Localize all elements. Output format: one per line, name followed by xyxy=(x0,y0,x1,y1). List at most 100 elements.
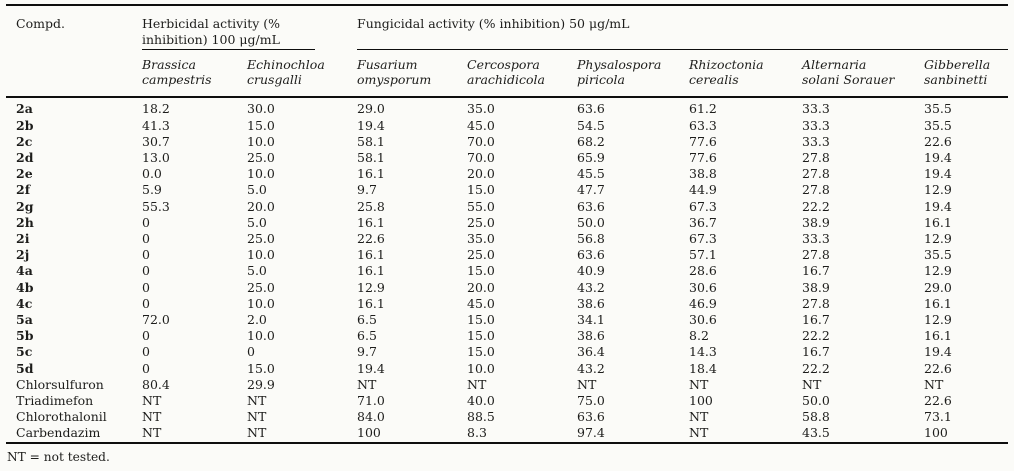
table-row: Chlorsulfuron 80.4 29.9 NT NT NT NT NT NT xyxy=(6,377,1008,393)
value-cell: 25.0 xyxy=(247,150,275,166)
value-cell: 16.1 xyxy=(357,247,385,263)
value-cell: 10.0 xyxy=(247,247,275,263)
table-row: 2c 30.7 10.0 58.1 70.0 68.2 77.6 33.3 22.6 xyxy=(6,134,1008,150)
value-cell: 9.7 xyxy=(357,344,377,360)
value-cell: 30.6 xyxy=(689,279,717,295)
value-cell: 73.1 xyxy=(924,409,952,425)
value-cell: 15.0 xyxy=(247,117,275,133)
value-cell: 14.3 xyxy=(689,344,717,360)
compound-label: 5a xyxy=(16,312,33,328)
value-cell: 29.9 xyxy=(247,376,275,392)
value-cell: 0 xyxy=(142,328,150,344)
compound-label: 2g xyxy=(16,198,34,214)
value-cell: 20.0 xyxy=(467,166,495,182)
value-cell: 45.5 xyxy=(577,166,605,182)
value-cell: 6.5 xyxy=(357,328,377,344)
value-cell: 15.0 xyxy=(467,182,495,198)
table-body: 2a 18.2 30.0 29.0 35.0 63.6 61.2 33.3 35.5 2b 41.3… xyxy=(6,97,1009,443)
value-cell: 12.9 xyxy=(924,182,952,198)
herbicidal-group-header: Herbicidal activity (% inhibition) 100 μ… xyxy=(142,5,357,50)
value-cell: 30.6 xyxy=(689,312,717,328)
value-cell: 16.1 xyxy=(924,214,952,230)
value-cell: 25.8 xyxy=(357,198,385,214)
value-cell: 22.2 xyxy=(802,360,830,376)
value-cell: 77.6 xyxy=(689,150,717,166)
value-cell: 16.1 xyxy=(357,263,385,279)
species-column-header: Cercospora arachidicola xyxy=(467,57,545,88)
compound-label: Carbendazim xyxy=(16,425,101,441)
value-cell: NT xyxy=(577,376,597,392)
value-cell: 0.0 xyxy=(142,166,162,182)
value-cell: 16.7 xyxy=(802,344,830,360)
value-cell: 70.0 xyxy=(467,133,495,149)
value-cell: 16.7 xyxy=(802,263,830,279)
table-header: Compd. Herbicidal activity (% inhibition… xyxy=(6,5,1009,98)
value-cell: 100 xyxy=(924,425,948,441)
value-cell: 65.9 xyxy=(577,150,605,166)
value-cell: 19.4 xyxy=(924,344,952,360)
value-cell: 35.0 xyxy=(467,101,495,117)
value-cell: 40.0 xyxy=(467,393,495,409)
value-cell: 44.9 xyxy=(689,182,717,198)
value-cell: 75.0 xyxy=(577,393,605,409)
value-cell: 22.6 xyxy=(924,393,952,409)
value-cell: 10.0 xyxy=(247,295,275,311)
value-cell: 22.6 xyxy=(357,231,385,247)
value-cell: 10.0 xyxy=(247,133,275,149)
value-cell: 67.3 xyxy=(689,198,717,214)
value-cell: 8.2 xyxy=(689,328,709,344)
value-cell: NT xyxy=(142,425,162,441)
value-cell: 13.0 xyxy=(142,150,170,166)
value-cell: 2.0 xyxy=(247,312,267,328)
value-cell: 0 xyxy=(142,279,150,295)
value-cell: 16.1 xyxy=(357,295,385,311)
value-cell: 38.9 xyxy=(802,279,830,295)
value-cell: 30.0 xyxy=(247,101,275,117)
value-cell: 41.3 xyxy=(142,117,170,133)
value-cell: 80.4 xyxy=(142,376,170,392)
value-cell: 38.8 xyxy=(689,166,717,182)
value-cell: 0 xyxy=(142,231,150,247)
value-cell: NT xyxy=(357,376,377,392)
table-row: 2a 18.2 30.0 29.0 35.0 63.6 61.2 33.3 35.5 xyxy=(6,97,1008,117)
table-row: 4b 0 25.0 12.9 20.0 43.2 30.6 38.9 29.0 xyxy=(6,280,1008,296)
value-cell: NT xyxy=(142,393,162,409)
value-cell: 16.1 xyxy=(924,295,952,311)
value-cell: 0 xyxy=(247,344,255,360)
value-cell: 63.6 xyxy=(577,247,605,263)
value-cell: 19.4 xyxy=(924,166,952,182)
value-cell: 25.0 xyxy=(467,247,495,263)
table-row: Triadimefon NT NT 71.0 40.0 75.0 100 50.0 22.6 xyxy=(6,393,1008,409)
value-cell: 12.9 xyxy=(924,312,952,328)
value-cell: 34.1 xyxy=(577,312,605,328)
value-cell: 9.7 xyxy=(357,182,377,198)
compound-column-header: Compd. xyxy=(16,16,65,31)
value-cell: 22.6 xyxy=(924,133,952,149)
compound-label: 2d xyxy=(16,150,34,166)
compound-label: 5c xyxy=(16,344,33,360)
value-cell: 10.0 xyxy=(247,328,275,344)
value-cell: 35.5 xyxy=(924,101,952,117)
value-cell: 33.3 xyxy=(802,133,830,149)
value-cell: 43.2 xyxy=(577,279,605,295)
value-cell: 10.0 xyxy=(247,166,275,182)
compound-label: 2i xyxy=(16,231,30,247)
value-cell: 100 xyxy=(689,393,713,409)
value-cell: NT xyxy=(142,409,162,425)
compound-label: 2h xyxy=(16,214,34,230)
value-cell: 63.6 xyxy=(577,409,605,425)
value-cell: 45.0 xyxy=(467,117,495,133)
value-cell: 33.3 xyxy=(802,101,830,117)
value-cell: 25.0 xyxy=(247,279,275,295)
value-cell: 0 xyxy=(142,247,150,263)
value-cell: 30.7 xyxy=(142,133,170,149)
value-cell: 27.8 xyxy=(802,166,830,182)
value-cell: 36.7 xyxy=(689,214,717,230)
value-cell: 15.0 xyxy=(467,263,495,279)
value-cell: 5.0 xyxy=(247,214,267,230)
value-cell: 29.0 xyxy=(924,279,952,295)
compound-label: 2j xyxy=(16,247,30,263)
value-cell: 29.0 xyxy=(357,101,385,117)
value-cell: 97.4 xyxy=(577,425,605,441)
compound-label: 5b xyxy=(16,328,34,344)
